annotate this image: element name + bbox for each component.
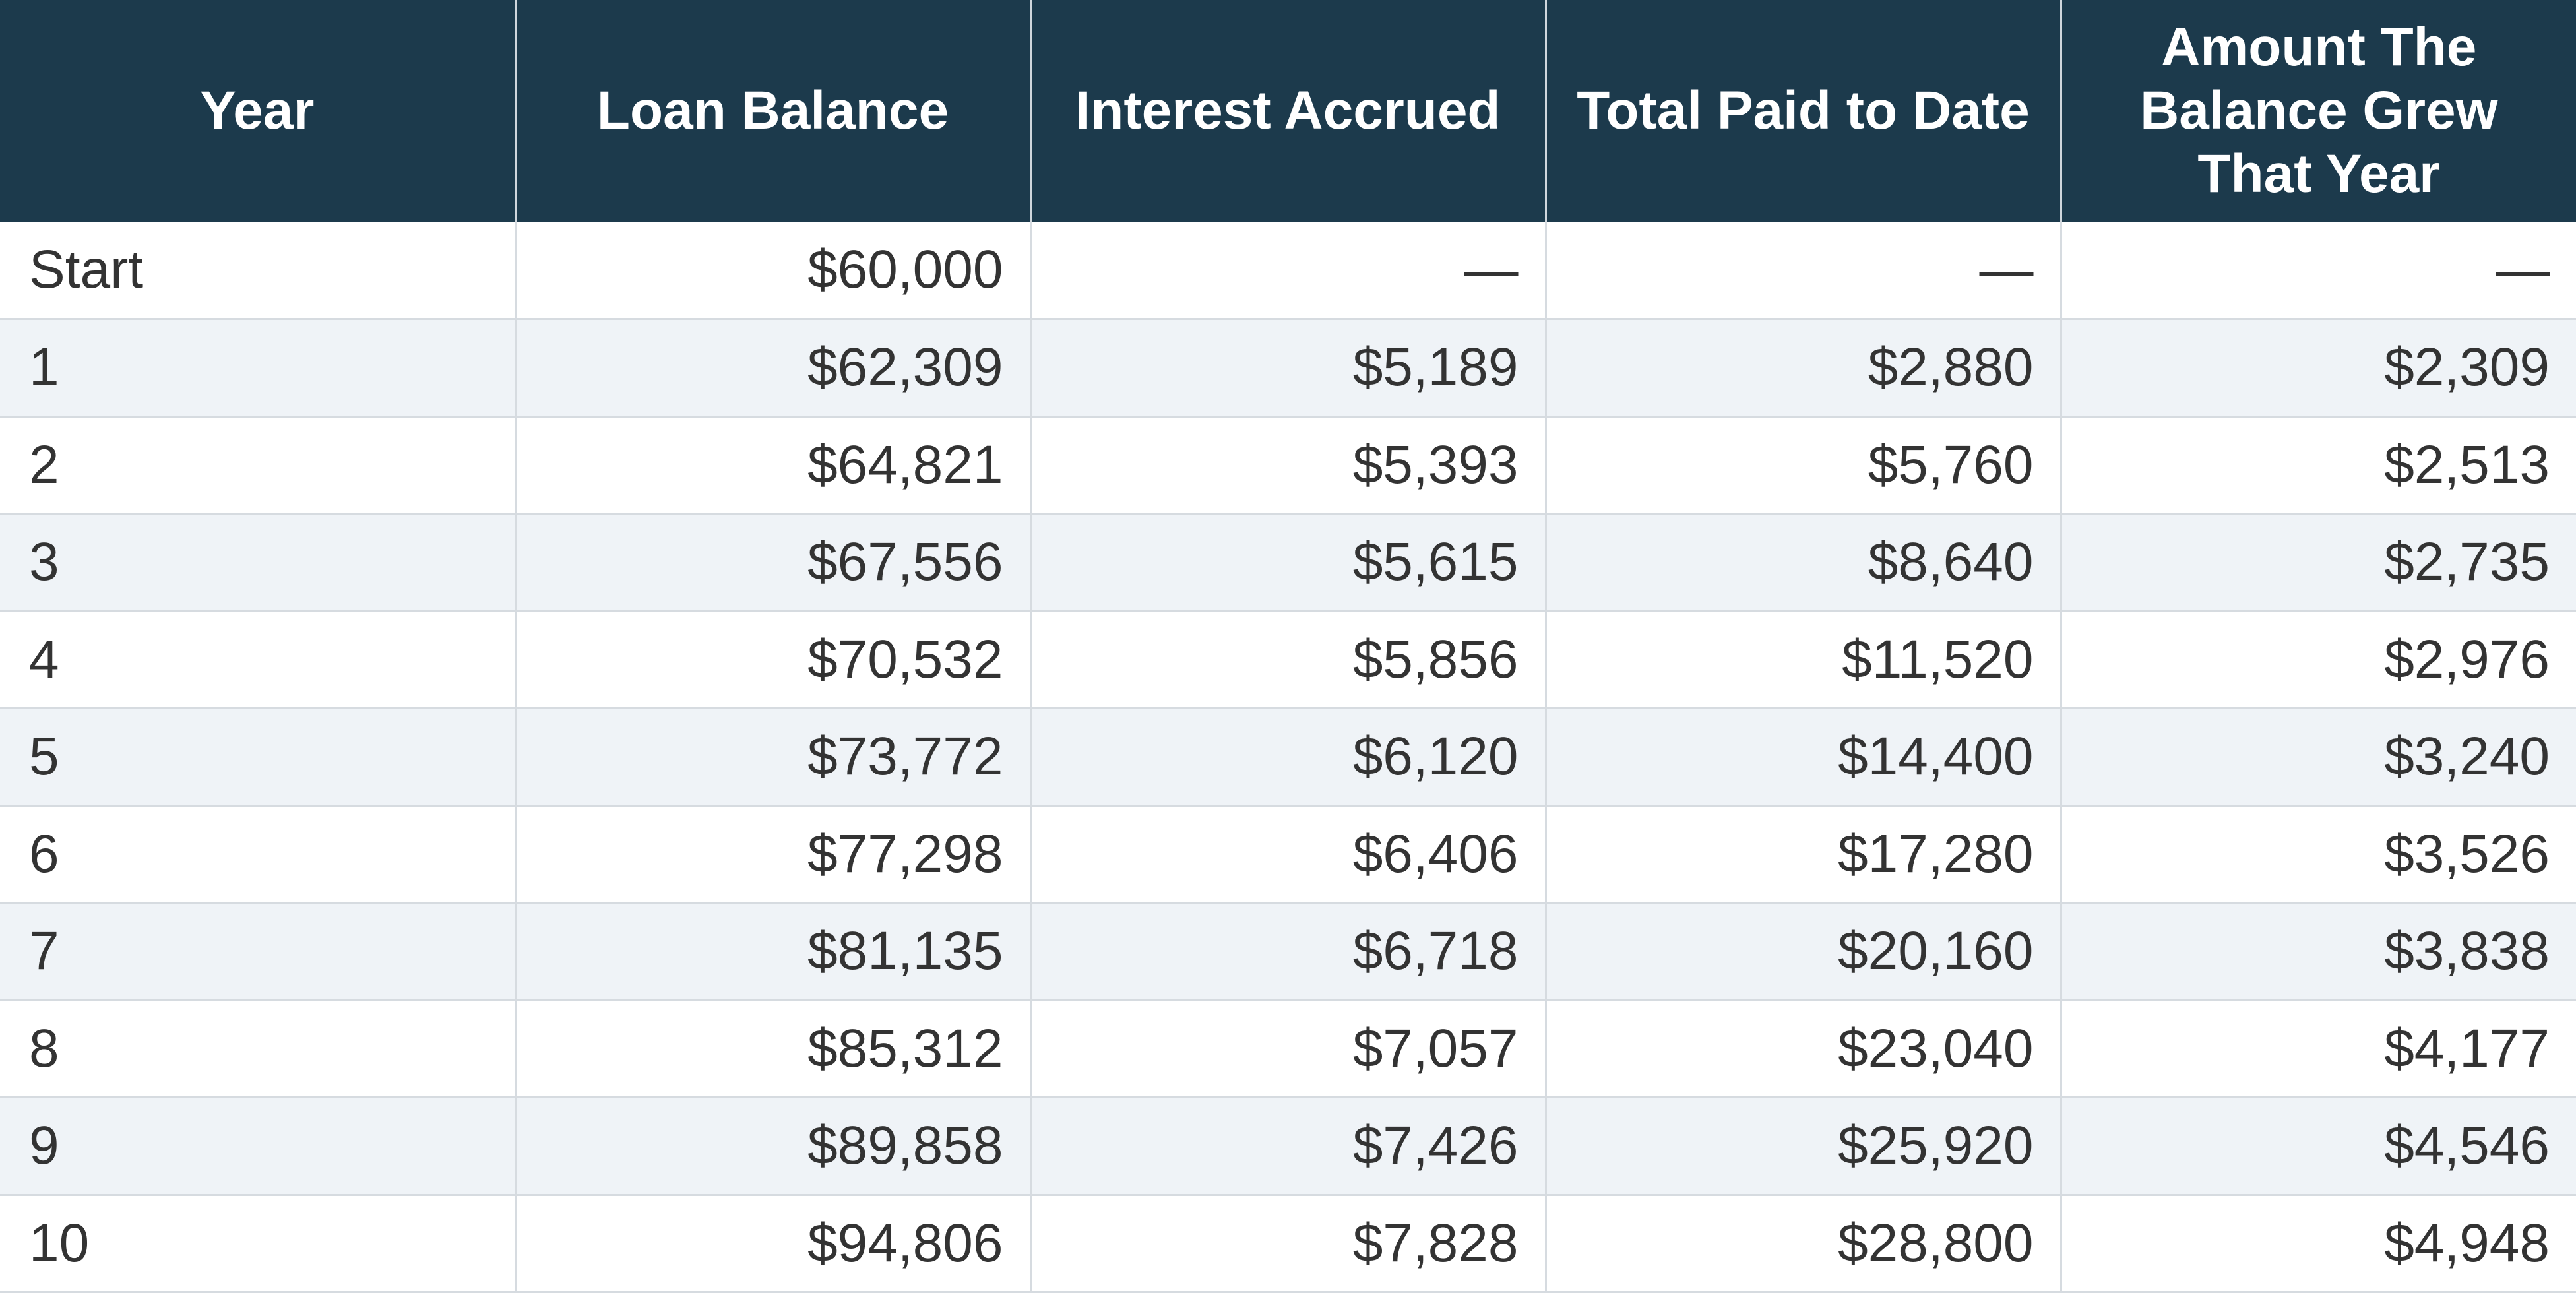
value-cell: $3,526 [2061, 805, 2576, 904]
value-cell: $5,760 [1546, 416, 2062, 515]
value-cell: $7,828 [1030, 1195, 1547, 1293]
value-cell: $6,120 [1030, 708, 1547, 807]
value-cell: $67,556 [515, 513, 1032, 612]
value-cell: $85,312 [515, 1000, 1032, 1098]
table-row: 8 $85,312 $7,057 $23,040 $4,177 [0, 1000, 2576, 1098]
year-cell: 1 [0, 319, 517, 418]
value-cell: $2,976 [2061, 611, 2576, 709]
value-cell: $3,838 [2061, 902, 2576, 1001]
value-cell: $73,772 [515, 708, 1032, 807]
value-cell: $20,160 [1546, 902, 2062, 1001]
value-cell: $62,309 [515, 319, 1032, 418]
year-cell: 5 [0, 708, 517, 807]
table-row: Start $60,000— — — [0, 222, 2576, 320]
table-row: 2 $64,821 $5,393 $5,760 $2,513 [0, 416, 2576, 515]
year-cell: 8 [0, 1000, 517, 1098]
column-header: Loan Balance [515, 0, 1032, 222]
value-cell: $4,948 [2061, 1195, 2576, 1293]
year-cell: 10 [0, 1195, 517, 1293]
value-cell: — [1030, 222, 1547, 320]
value-cell: $23,040 [1546, 1000, 2062, 1098]
year-cell: Start [0, 222, 517, 320]
value-cell: $3,240 [2061, 708, 2576, 807]
value-cell: $2,735 [2061, 513, 2576, 612]
value-cell: $94,806 [515, 1195, 1032, 1293]
table-row: 1 $62,309 $5,189 $2,880 $2,309 [0, 319, 2576, 418]
value-cell: $5,393 [1030, 416, 1547, 515]
value-cell: $5,615 [1030, 513, 1547, 612]
value-cell: $7,057 [1030, 1000, 1547, 1098]
table-header: Year Loan Balance Interest Accrued Total Pa… [0, 0, 2576, 222]
table-body: Start $60,000— — —1 $62,309 $5,189 $2,880 $2,30… [0, 222, 2576, 1293]
column-header: Amount The Balance Grew That Year [2061, 0, 2576, 222]
value-cell: $5,189 [1030, 319, 1547, 418]
table-row: 5 $73,772 $6,120 $14,400 $3,240 [0, 708, 2576, 807]
value-cell: $4,177 [2061, 1000, 2576, 1098]
table-row: 3 $67,556 $5,615 $8,640 $2,735 [0, 513, 2576, 612]
value-cell: $81,135 [515, 902, 1032, 1001]
table-row: 10 $94,806 $7,828 $28,800 $4,948 [0, 1195, 2576, 1293]
value-cell: $6,718 [1030, 902, 1547, 1001]
value-cell: $89,858 [515, 1097, 1032, 1196]
year-cell: 4 [0, 611, 517, 709]
value-cell: $25,920 [1546, 1097, 2062, 1196]
value-cell: $11,520 [1546, 611, 2062, 709]
value-cell: $5,856 [1030, 611, 1547, 709]
value-cell: — [1546, 222, 2062, 320]
year-cell: 3 [0, 513, 517, 612]
table-row: 7 $81,135 $6,718 $20,160 $3,838 [0, 902, 2576, 1001]
table-row: 9 $89,858 $7,426 $25,920 $4,546 [0, 1097, 2576, 1196]
value-cell: $2,513 [2061, 416, 2576, 515]
year-cell: 9 [0, 1097, 517, 1196]
year-cell: 7 [0, 902, 517, 1001]
value-cell: $28,800 [1546, 1195, 2062, 1293]
value-cell: $64,821 [515, 416, 1032, 515]
column-header: Year [0, 0, 517, 222]
value-cell: $60,000 [515, 222, 1032, 320]
table-row: 6 $77,298 $6,406 $17,280 $3,526 [0, 805, 2576, 904]
column-header: Total Paid to Date [1546, 0, 2062, 222]
value-cell: $4,546 [2061, 1097, 2576, 1196]
header-row: Year Loan Balance Interest Accrued Total Pa… [0, 0, 2576, 222]
value-cell: $70,532 [515, 611, 1032, 709]
value-cell: $14,400 [1546, 708, 2062, 807]
value-cell: $2,880 [1546, 319, 2062, 418]
value-cell: $8,640 [1546, 513, 2062, 612]
year-cell: 6 [0, 805, 517, 904]
value-cell: $7,426 [1030, 1097, 1547, 1196]
table-row: 4 $70,532 $5,856 $11,520 $2,976 [0, 611, 2576, 709]
value-cell: $17,280 [1546, 805, 2062, 904]
year-cell: 2 [0, 416, 517, 515]
column-header: Interest Accrued [1030, 0, 1547, 222]
value-cell: — [2061, 222, 2576, 320]
value-cell: $2,309 [2061, 319, 2576, 418]
value-cell: $6,406 [1030, 805, 1547, 904]
value-cell: $77,298 [515, 805, 1032, 904]
